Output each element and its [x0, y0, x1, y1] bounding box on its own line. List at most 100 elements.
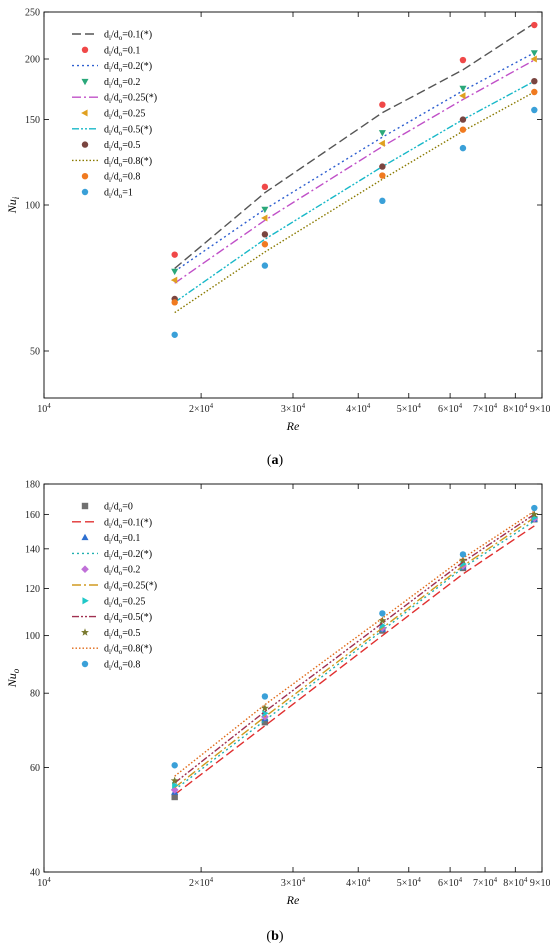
- data-point-s8-2: [378, 616, 387, 624]
- y-tick-label: 160: [25, 510, 40, 521]
- plot-area: [170, 504, 539, 801]
- data-point-s10-3: [459, 144, 467, 152]
- data-point-s1-2: [379, 101, 386, 108]
- series-line-8: [174, 91, 535, 314]
- data-point-s5-4: [530, 55, 537, 63]
- series-line-1: [174, 525, 535, 796]
- legend-entry-4: di/do=0.2: [104, 565, 140, 578]
- y-tick-label: 150: [25, 115, 40, 126]
- data-point-s9-1: [261, 241, 269, 248]
- legend-entry-7: di/do=0.5(*): [104, 612, 152, 625]
- data-point-s5-1: [261, 214, 268, 222]
- y-tick-label: 100: [25, 201, 40, 212]
- panel-label: (b): [266, 929, 283, 944]
- legend-marker-5: [81, 109, 88, 117]
- x-tick-label: 5×104: [397, 402, 422, 415]
- legend-marker-7: [81, 141, 89, 148]
- data-point-s7-4: [531, 77, 538, 85]
- series-line-0: [174, 22, 535, 269]
- x-tick-label: 9×104: [530, 402, 550, 415]
- chart-panel-b: 104 2×104 3×104 4×104 5×104 6×104 7×104 8×104 9×…: [5, 480, 550, 908]
- data-point-s10-3: [459, 551, 467, 558]
- legend-entry-0: di/do=0.1(*): [104, 30, 152, 43]
- x-tick-label: 4×104: [346, 402, 371, 415]
- y-tick-label: 120: [25, 584, 40, 595]
- x-tick-label: 104: [37, 402, 51, 415]
- data-point-s10-1: [261, 262, 269, 269]
- legend-entry-6: di/do=0.5(*): [104, 124, 152, 137]
- legend-entry-3: di/do=0.2(*): [104, 549, 152, 562]
- data-point-s3-1: [261, 206, 269, 214]
- legend-entry-0: di/do=0: [104, 502, 133, 515]
- y-tick-label: 180: [25, 480, 40, 491]
- data-point-s1-3: [459, 56, 467, 64]
- data-point-s8-3: [459, 555, 467, 564]
- legend: di/do=0.1(*) di/do=0.1 di/do=0.2(*) di/do=0…: [72, 30, 157, 201]
- legend-marker-8: [81, 628, 89, 636]
- y-tick-label: 140: [25, 544, 40, 555]
- x-axis-label: Re: [286, 419, 300, 433]
- legend-entry-1: di/do=0.1: [104, 45, 140, 58]
- legend-entry-7: di/do=0.5: [104, 140, 140, 153]
- x-tick-label: 104: [37, 876, 51, 889]
- legend-entry-8: di/do=0.8(*): [104, 156, 152, 169]
- data-point-s9-3: [459, 126, 467, 133]
- data-point-s10-1: [261, 693, 269, 700]
- chart-panel-a: 104 2×104 3×104 4×104 5×104 6×104 7×104 8×104 9×…: [5, 8, 550, 434]
- legend-marker-0: [81, 502, 89, 510]
- x-tick-label: 5×104: [397, 876, 422, 889]
- x-tick-label: 8×104: [503, 402, 528, 415]
- data-point-s6-1: [262, 709, 269, 717]
- legend-marker-4: [81, 565, 89, 574]
- x-tick-label: 3×104: [281, 402, 306, 415]
- plot-area: [170, 21, 538, 338]
- data-point-s3-2: [378, 130, 386, 137]
- series-line-4: [174, 59, 535, 284]
- series-line-6: [174, 80, 535, 303]
- x-tick-label: 4×104: [346, 876, 371, 889]
- series-line-7: [174, 513, 535, 784]
- data-point-s10-0: [171, 762, 178, 769]
- data-point-s1-1: [261, 183, 269, 191]
- x-tick-label: 2×104: [189, 876, 214, 889]
- data-point-s10-4: [531, 106, 538, 114]
- data-point-s7-2: [379, 163, 386, 170]
- data-point-s0-1: [261, 718, 269, 726]
- y-tick-label: 40: [30, 868, 40, 879]
- data-point-s5-3: [459, 92, 466, 100]
- legend-marker-3: [81, 78, 89, 86]
- panel-label: (a): [267, 453, 284, 468]
- data-point-s7-3: [459, 116, 467, 123]
- legend-entry-4: di/do=0.25(*): [104, 93, 157, 106]
- series-line-2: [174, 52, 535, 272]
- x-tick-label: 9×104: [530, 876, 550, 889]
- legend-marker-2: [81, 533, 89, 541]
- series-line-9: [174, 510, 535, 777]
- series-line-3: [174, 520, 535, 791]
- data-point-s5-2: [378, 139, 385, 147]
- data-point-s8-0: [170, 776, 179, 784]
- legend-marker-9: [81, 173, 89, 180]
- data-point-s1-0: [171, 251, 178, 258]
- data-point-s9-0: [171, 299, 178, 306]
- legend-entry-9: di/do=0.8(*): [104, 644, 152, 657]
- legend-entry-2: di/do=0.2(*): [104, 61, 152, 74]
- data-point-s9-4: [531, 88, 538, 96]
- data-point-s0-0: [171, 793, 178, 801]
- x-axis-label: Re: [286, 893, 300, 907]
- legend-entry-10: di/do=1: [104, 188, 133, 201]
- x-tick-label: 7×104: [473, 402, 498, 415]
- data-point-s3-4: [530, 50, 538, 57]
- data-point-s6-0: [172, 781, 179, 789]
- legend-entry-6: di/do=0.25: [104, 596, 145, 609]
- legend-marker-1: [81, 46, 89, 53]
- data-point-s10-2: [379, 197, 386, 205]
- legend-entry-8: di/do=0.5: [104, 628, 140, 641]
- data-point-s3-3: [459, 85, 467, 93]
- legend-entry-1: di/do=0.1(*): [104, 517, 152, 530]
- x-tick-label: 6×104: [438, 402, 463, 415]
- legend-entry-2: di/do=0.1: [104, 533, 140, 546]
- data-point-s10-2: [379, 610, 386, 617]
- legend: di/do=0 di/do=0.1(*) di/do=0.1 di/do=0.2(*)…: [72, 502, 157, 672]
